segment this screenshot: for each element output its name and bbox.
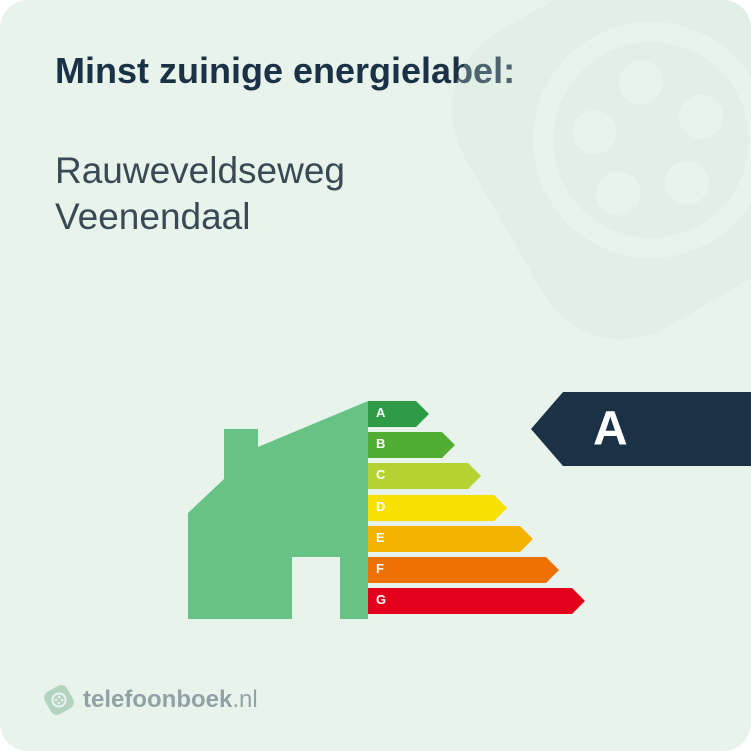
- selected-label-text: A: [593, 403, 628, 456]
- card-title: Minst zuinige energielabel:: [55, 50, 696, 92]
- bar-letter: C: [376, 467, 385, 482]
- bar-letter: G: [376, 592, 386, 607]
- footer-phone-icon: [42, 683, 76, 717]
- footer-brand-name: telefoonboek: [83, 686, 232, 714]
- selected-label-badge: A: [531, 392, 751, 466]
- bar-letter: A: [376, 405, 385, 420]
- bar-letter: F: [376, 561, 384, 576]
- address-block: Rauweveldseweg Veenendaal: [55, 148, 696, 241]
- footer-brand-tld: .nl: [232, 686, 257, 714]
- bar-letter: B: [376, 436, 385, 451]
- bar-letter: E: [376, 530, 385, 545]
- address-line-2: Veenendaal: [55, 194, 696, 240]
- badge-shape: A: [531, 392, 751, 466]
- house-icon: [180, 385, 370, 625]
- footer-brand: telefoonboek.nl: [42, 683, 258, 717]
- address-line-1: Rauweveldseweg: [55, 148, 696, 194]
- energy-label-card: Minst zuinige energielabel: Rauweveldsew…: [0, 0, 751, 751]
- bar-letter: D: [376, 499, 385, 514]
